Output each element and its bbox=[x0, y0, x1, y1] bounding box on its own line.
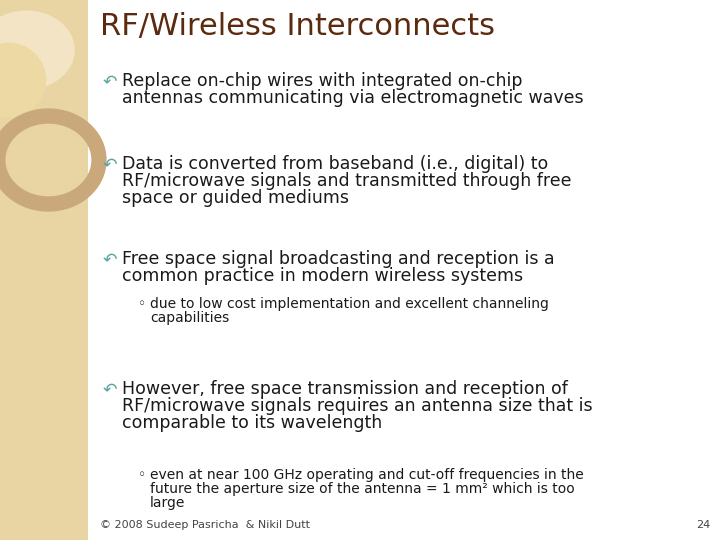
Ellipse shape bbox=[0, 10, 75, 90]
Text: ◦: ◦ bbox=[138, 468, 146, 482]
Text: common practice in modern wireless systems: common practice in modern wireless syste… bbox=[122, 267, 523, 285]
Ellipse shape bbox=[0, 43, 46, 117]
Text: comparable to its wavelength: comparable to its wavelength bbox=[122, 414, 382, 432]
Text: due to low cost implementation and excellent channeling: due to low cost implementation and excel… bbox=[150, 297, 549, 311]
Text: 24: 24 bbox=[696, 520, 710, 530]
Text: future the aperture size of the antenna = 1 mm² which is too: future the aperture size of the antenna … bbox=[150, 482, 575, 496]
Text: Data is converted from baseband (i.e., digital) to: Data is converted from baseband (i.e., d… bbox=[122, 155, 548, 173]
Text: ↶: ↶ bbox=[103, 380, 117, 398]
Text: ↶: ↶ bbox=[103, 72, 117, 90]
Text: antennas communicating via electromagnetic waves: antennas communicating via electromagnet… bbox=[122, 89, 584, 107]
Bar bbox=[0, 0, 88, 540]
Text: However, free space transmission and reception of: However, free space transmission and rec… bbox=[122, 380, 568, 398]
Text: space or guided mediums: space or guided mediums bbox=[122, 189, 349, 207]
Text: ↶: ↶ bbox=[103, 250, 117, 268]
Text: ◦: ◦ bbox=[138, 297, 146, 311]
Text: large: large bbox=[150, 496, 185, 510]
Text: even at near 100 GHz operating and cut-off frequencies in the: even at near 100 GHz operating and cut-o… bbox=[150, 468, 584, 482]
Text: Free space signal broadcasting and reception is a: Free space signal broadcasting and recep… bbox=[122, 250, 554, 268]
Text: RF/microwave signals and transmitted through free: RF/microwave signals and transmitted thr… bbox=[122, 172, 572, 190]
Text: RF/microwave signals requires an antenna size that is: RF/microwave signals requires an antenna… bbox=[122, 397, 593, 415]
Text: © 2008 Sudeep Pasricha  & Nikil Dutt: © 2008 Sudeep Pasricha & Nikil Dutt bbox=[100, 520, 310, 530]
Text: RF/Wireless Interconnects: RF/Wireless Interconnects bbox=[100, 12, 495, 41]
Text: ↶: ↶ bbox=[103, 155, 117, 173]
Text: capabilities: capabilities bbox=[150, 311, 229, 325]
Text: Replace on-chip wires with integrated on-chip: Replace on-chip wires with integrated on… bbox=[122, 72, 523, 90]
